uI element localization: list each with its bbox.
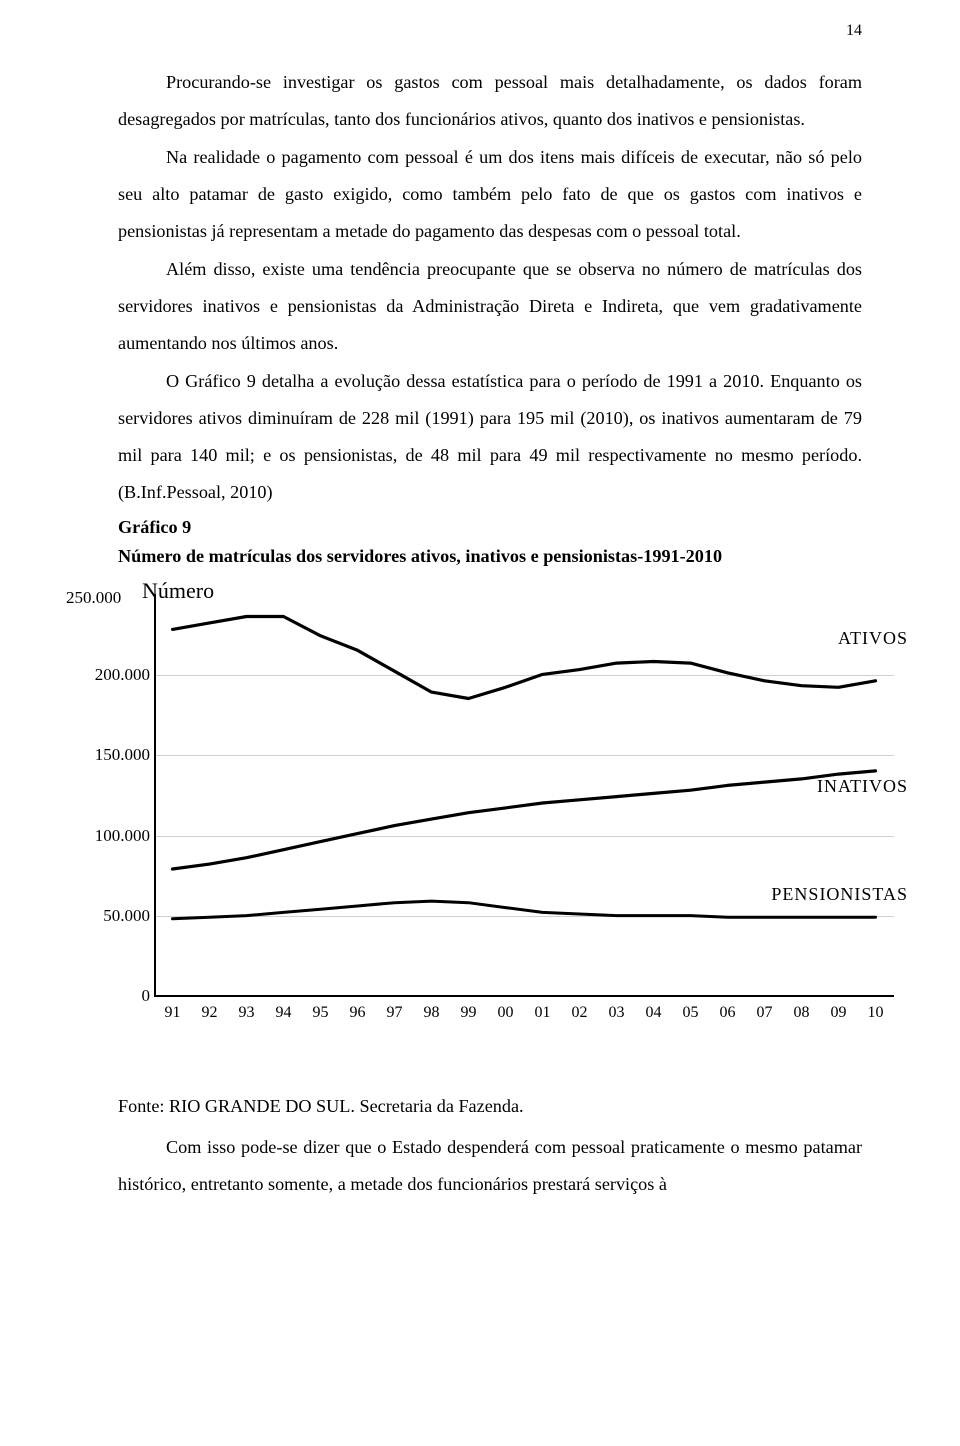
paragraph-4: O Gráfico 9 detalha a evolução dessa est…	[118, 363, 862, 512]
x-tick-label: 96	[350, 1004, 366, 1022]
paragraph-5: Com isso pode-se dizer que o Estado desp…	[118, 1129, 862, 1204]
line-inativos	[173, 771, 876, 869]
x-tick-label: 99	[461, 1004, 477, 1022]
x-tick-label: 98	[424, 1004, 440, 1022]
x-tick-label: 97	[387, 1004, 403, 1022]
x-tick-label: 00	[498, 1004, 514, 1022]
x-tick-label: 04	[646, 1004, 662, 1022]
x-tick-label: 07	[757, 1004, 773, 1022]
chart-lines	[154, 594, 894, 996]
y-tick-label: 150.000	[78, 745, 150, 765]
line-ativos	[173, 617, 876, 699]
x-tick-label: 06	[720, 1004, 736, 1022]
y-tick-label: 0	[78, 986, 150, 1006]
y-tick-label: 200.000	[78, 665, 150, 685]
x-tick-label: 93	[239, 1004, 255, 1022]
paragraph-3: Além disso, existe uma tendência preocup…	[118, 251, 862, 363]
paragraph-2: Na realidade o pagamento com pessoal é u…	[118, 139, 862, 251]
x-tick-label: 92	[202, 1004, 218, 1022]
y-tick-label: 250.000	[66, 588, 121, 608]
chart-subtitle: Número de matrículas dos servidores ativ…	[118, 543, 862, 570]
series-label-inativos: INATIVOS	[817, 776, 908, 797]
page-number: 14	[846, 22, 862, 40]
page-content: Procurando-se investigar os gastos com p…	[118, 64, 862, 1203]
x-tick-label: 05	[683, 1004, 699, 1022]
chart-9: Número250.000200.000150.000100.00050.000…	[66, 580, 914, 1060]
y-tick-label: 50.000	[78, 906, 150, 926]
x-tick-label: 91	[165, 1004, 181, 1022]
x-tick-label: 94	[276, 1004, 292, 1022]
chart-source: Fonte: RIO GRANDE DO SUL. Secretaria da …	[118, 1088, 862, 1124]
series-label-pensionistas: PENSIONISTAS	[771, 884, 908, 905]
x-tick-label: 02	[572, 1004, 588, 1022]
paragraph-1: Procurando-se investigar os gastos com p…	[118, 64, 862, 139]
line-pensionistas	[173, 901, 876, 919]
x-tick-label: 03	[609, 1004, 625, 1022]
series-label-ativos: ATIVOS	[838, 628, 908, 649]
x-tick-label: 95	[313, 1004, 329, 1022]
x-tick-label: 09	[831, 1004, 847, 1022]
chart-title: Gráfico 9	[118, 514, 862, 541]
y-tick-label: 100.000	[78, 826, 150, 846]
x-tick-label: 08	[794, 1004, 810, 1022]
x-tick-label: 10	[868, 1004, 884, 1022]
chart-container: Número250.000200.000150.000100.00050.000…	[66, 580, 914, 1060]
x-tick-label: 01	[535, 1004, 551, 1022]
